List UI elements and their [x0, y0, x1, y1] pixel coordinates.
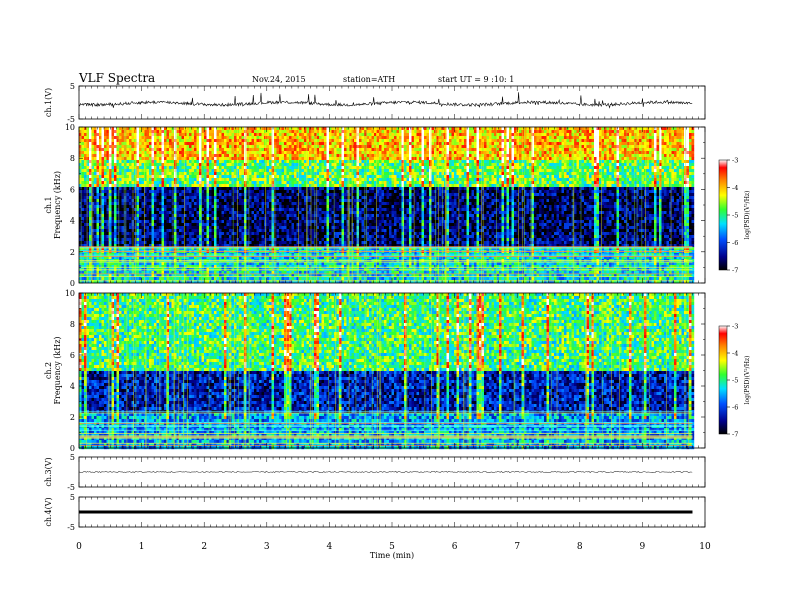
- y-axis-label: ch.2: [44, 362, 53, 379]
- x-tick-label: 6: [452, 542, 458, 552]
- colorbar-tick-label: -6: [732, 404, 738, 412]
- y-tick-label: -5: [67, 483, 75, 492]
- y-axis-label: Frequency (kHz): [53, 171, 62, 239]
- colorbar-1: [718, 159, 728, 271]
- date-label: Nov.24, 2015: [252, 75, 306, 84]
- x-tick-label: 0: [76, 542, 82, 552]
- y-tick-label: 6: [70, 351, 75, 360]
- y-tick-label: 0: [70, 279, 75, 288]
- y-axis-label: ch.1: [44, 196, 53, 213]
- y-tick-label: 6: [70, 185, 75, 194]
- x-tick-label: 7: [514, 542, 520, 552]
- y-tick-label: 0: [70, 444, 75, 453]
- trace-ch.3(V): [78, 470, 693, 474]
- spectrogram-2: [79, 293, 695, 450]
- x-tick-label: 5: [389, 542, 395, 552]
- y-tick-label: 4: [70, 382, 75, 391]
- y-tick-label: 2: [70, 248, 75, 257]
- ch1-trace: [78, 92, 693, 109]
- colorbar-tick-label: -7: [732, 431, 738, 439]
- trace-ch.1(V): [78, 92, 693, 109]
- colorbar-tick-label: -3: [732, 323, 738, 331]
- x-tick-label: 4: [327, 542, 333, 552]
- y-tick-label: 10: [65, 289, 75, 298]
- ch3-trace: [78, 470, 693, 474]
- y-tick-label: 5: [70, 453, 75, 462]
- x-tick-label: 9: [640, 542, 646, 552]
- y-tick-label: 8: [70, 320, 75, 329]
- colorbar-tick-label: -5: [732, 212, 738, 220]
- colorbar-tick-label: -6: [732, 239, 738, 247]
- x-tick-label: 3: [264, 542, 270, 552]
- y-axis-label: ch.3(V): [44, 457, 53, 486]
- start-ut-label: start UT = 9 :10: 1: [438, 75, 514, 84]
- y-tick-label: 5: [70, 493, 75, 502]
- colorbar-tick-label: -4: [732, 184, 738, 192]
- spectrogram-1: [79, 127, 695, 284]
- y-tick-label: -5: [67, 523, 75, 532]
- y-tick-label: 8: [70, 154, 75, 163]
- y-tick-label: 4: [70, 217, 75, 226]
- station-label: station=ATH: [343, 75, 395, 84]
- y-tick-label: 10: [65, 123, 75, 132]
- x-tick-label: 10: [699, 542, 711, 552]
- y-axis-label: Frequency (kHz): [53, 336, 62, 404]
- colorbar-tick-label: -7: [732, 267, 738, 275]
- y-axis-label: ch.1(V): [44, 88, 53, 117]
- y-axis-label: ch.4(V): [44, 497, 53, 526]
- colorbar-tick-label: -3: [732, 157, 738, 165]
- figure-title: VLF Spectra: [79, 71, 155, 85]
- x-tick-label: 2: [201, 542, 207, 552]
- y-tick-label: -5: [67, 115, 75, 124]
- y-tick-label: 5: [70, 82, 75, 91]
- colorbar-tick-label: -5: [732, 377, 738, 385]
- colorbar-tick-label: -4: [732, 350, 738, 358]
- x-tick-label: 1: [139, 542, 145, 552]
- x-axis-label: Time (min): [370, 551, 414, 560]
- colorbar-label: log(PSD)(V²/Hz): [744, 191, 751, 240]
- x-tick-label: 8: [577, 542, 583, 552]
- colorbar-label: log(PSD)(V²/Hz): [744, 356, 751, 405]
- y-tick-label: 2: [70, 413, 75, 422]
- colorbar-2: [718, 325, 728, 435]
